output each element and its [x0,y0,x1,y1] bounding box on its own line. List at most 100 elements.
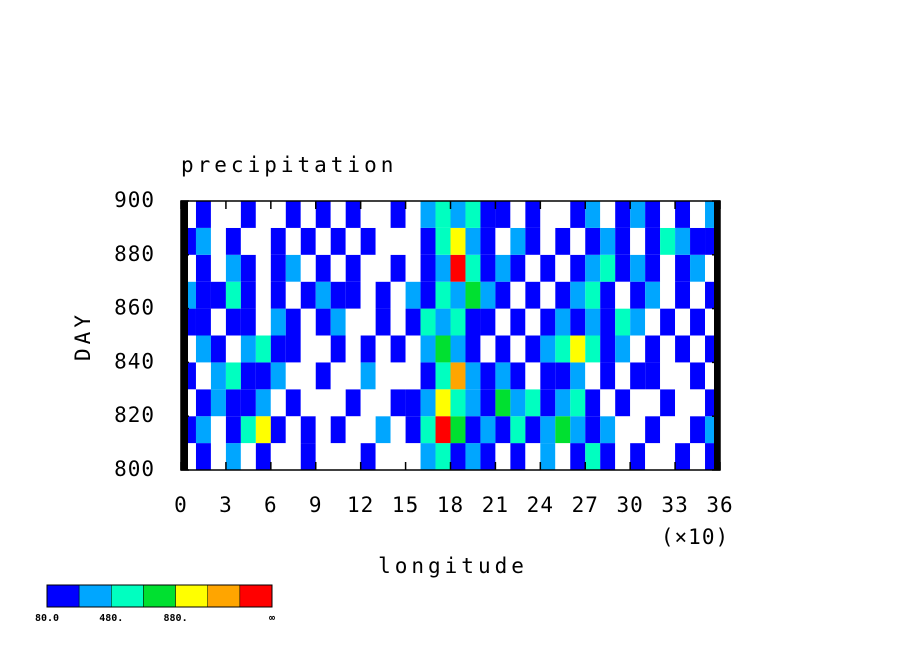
cell [690,308,706,336]
cell [540,335,556,363]
cell [315,416,331,444]
cell [405,227,421,255]
x-tick-label: 36 [706,493,733,517]
x-axis-label: longitude [378,554,528,578]
cell [375,335,391,363]
cell [675,416,691,444]
cell [585,308,601,336]
cell [510,443,526,470]
cell [585,254,601,282]
cell [585,416,601,444]
cell [540,227,556,255]
x-tick-label: 30 [617,493,644,517]
cell [660,443,676,470]
cell [525,335,541,363]
cell [615,362,631,390]
colorbar-label: 80.0 [35,613,59,624]
cell [645,254,661,282]
cell [630,362,646,390]
cell [315,201,331,228]
cell [600,281,616,309]
cell [330,254,346,282]
cell [675,254,691,282]
cell [600,443,616,470]
cell [585,227,601,255]
cell [660,254,676,282]
cell [435,254,451,282]
cell [285,201,301,228]
y-tick-label: 840 [114,349,155,373]
cell [570,335,586,363]
cell [600,335,616,363]
colorbar-box [46,584,80,608]
cell [615,389,631,417]
cell [345,254,361,282]
cell [495,281,511,309]
cell [495,308,511,336]
y-tick-label: 800 [114,457,155,481]
cell [420,227,436,255]
cell [675,227,691,255]
cell [690,362,706,390]
cell [210,416,226,444]
cell [300,335,316,363]
cell [465,389,481,417]
cell [435,281,451,309]
cell [585,335,601,363]
cell [435,335,451,363]
colorbar-box [207,584,241,608]
cell [570,201,586,228]
cell [240,281,256,309]
cell [585,389,601,417]
colorbar-label: 480. [99,613,123,624]
cell [675,281,691,309]
cell [540,254,556,282]
cell [495,443,511,470]
cell [510,308,526,336]
cell [285,308,301,336]
cell [270,389,286,417]
cell [240,201,256,228]
cell [510,335,526,363]
cell [435,362,451,390]
cell [255,416,271,444]
x-tick-label: 27 [572,493,599,517]
cell [495,227,511,255]
cell [285,281,301,309]
cell [510,281,526,309]
cell [510,201,526,228]
cell [375,281,391,309]
cell [645,416,661,444]
cell [570,416,586,444]
cell [225,389,241,417]
cell [405,201,421,228]
cell [315,254,331,282]
cell [360,416,376,444]
colorbar-box [111,584,144,608]
cell [195,201,211,228]
cell [510,362,526,390]
cell [255,389,271,417]
cell [390,335,406,363]
cell [525,281,541,309]
cell [345,308,361,336]
cell [615,416,631,444]
cell [660,362,676,390]
cell [225,308,241,336]
cell [555,254,571,282]
cell [450,201,466,228]
cell [270,308,286,336]
x-tick-label: 18 [437,493,464,517]
cell [555,362,571,390]
cell [585,362,601,390]
cell [660,308,676,336]
cell [195,443,211,470]
cell [420,389,436,417]
cell [420,254,436,282]
cell [435,308,451,336]
cell [240,389,256,417]
colorbar-box [143,584,176,608]
cell [675,389,691,417]
cell [360,281,376,309]
cell [210,254,226,282]
